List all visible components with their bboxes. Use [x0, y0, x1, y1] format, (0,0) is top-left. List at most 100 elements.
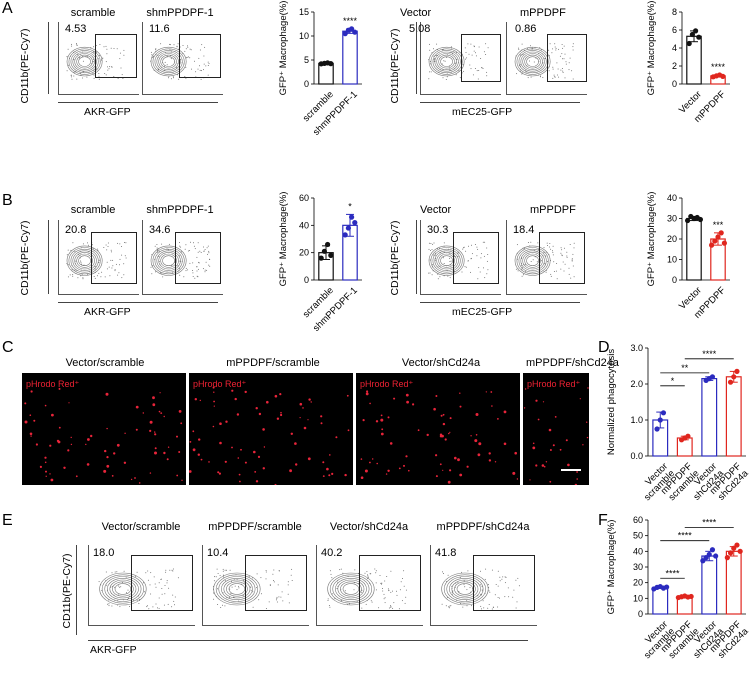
event-dot [527, 242, 529, 243]
event-dot [119, 586, 121, 588]
x-arrow [420, 102, 580, 103]
event-dot [572, 49, 574, 51]
event-dot [527, 48, 529, 50]
particle [106, 464, 110, 468]
contour-line [70, 248, 99, 273]
event-dot [213, 598, 215, 600]
event-dot [73, 75, 75, 77]
event-dot [429, 71, 431, 73]
event-dot [480, 253, 482, 255]
particle [154, 451, 157, 455]
flow-title: shmPPDPF-1 [146, 7, 214, 19]
particle [142, 412, 144, 414]
contour-line [68, 247, 101, 275]
panel-letter-a: A [2, 0, 13, 17]
event-dot [191, 68, 192, 70]
event-dot [189, 48, 191, 50]
contour-line [514, 245, 551, 276]
contour-plot [66, 242, 127, 280]
event-dot [443, 263, 445, 264]
particle [149, 420, 153, 424]
event-dot [450, 46, 452, 48]
gate-percent: 5.08 [409, 23, 431, 35]
event-dot [87, 242, 88, 244]
microscopy-image: pHrodo Red⁺ [523, 373, 589, 485]
event-dot [491, 569, 493, 571]
event-dot [269, 585, 271, 586]
event-dot [563, 270, 565, 272]
event-dot [468, 245, 469, 247]
particle [217, 471, 220, 474]
flow-title: Vector [400, 7, 432, 19]
particle [149, 429, 152, 432]
event-dot [125, 242, 127, 244]
data-point [734, 368, 740, 374]
particle [167, 446, 170, 448]
event-dot [105, 74, 107, 76]
particle-layer [24, 387, 183, 484]
event-dot [483, 267, 484, 269]
data-point [700, 558, 706, 564]
particle [152, 396, 155, 400]
event-dot [529, 60, 530, 62]
contour-line [327, 572, 375, 606]
event-dot [483, 607, 485, 609]
event-dot [280, 596, 282, 598]
event-dot [184, 76, 186, 77]
particle [393, 397, 396, 400]
event-dot [560, 69, 562, 71]
event-dot [392, 590, 393, 592]
event-dot [429, 272, 431, 274]
particle [240, 448, 242, 451]
event-dot [203, 250, 205, 252]
y-tick-label: 0 [304, 275, 309, 285]
gate-box [453, 232, 499, 284]
contour-line [226, 581, 248, 597]
event-dot [123, 570, 125, 572]
event-dot [568, 69, 570, 71]
particle-layer [189, 386, 350, 485]
event-dot [470, 271, 471, 273]
event-dot [67, 64, 69, 66]
event-dot [94, 268, 96, 270]
particle [488, 452, 491, 455]
event-dot [572, 43, 574, 45]
particle [208, 461, 210, 463]
particle [87, 438, 90, 441]
particle [387, 469, 390, 472]
data-point [703, 555, 709, 561]
particle [85, 443, 87, 446]
particle [405, 393, 409, 397]
event-dot [216, 568, 218, 570]
event-dot [273, 569, 275, 571]
event-dot [104, 73, 106, 74]
event-dot [463, 246, 465, 248]
particle [435, 475, 438, 478]
data-point [349, 26, 355, 32]
event-dot [122, 78, 124, 79]
event-dot [118, 272, 120, 274]
event-dot [168, 587, 170, 589]
event-dot [479, 271, 481, 273]
contour-line [456, 583, 474, 595]
panel-letter-b: B [2, 192, 13, 209]
event-dot [543, 247, 545, 249]
panel-letter-d: D [598, 339, 610, 356]
event-dot [133, 599, 134, 601]
event-dot [96, 275, 98, 277]
event-dot [194, 248, 196, 250]
particle [405, 455, 408, 458]
event-dot [336, 588, 338, 589]
data-point [727, 379, 734, 385]
contour-line [114, 583, 132, 595]
particle [103, 469, 107, 473]
event-dot [222, 568, 224, 570]
contour-line [162, 255, 175, 267]
contour-plot [213, 568, 293, 609]
event-dot [215, 576, 217, 578]
event-dot [79, 57, 80, 59]
event-dot [157, 251, 159, 253]
particle [535, 399, 538, 402]
event-dot [92, 248, 94, 250]
particle [49, 473, 51, 475]
